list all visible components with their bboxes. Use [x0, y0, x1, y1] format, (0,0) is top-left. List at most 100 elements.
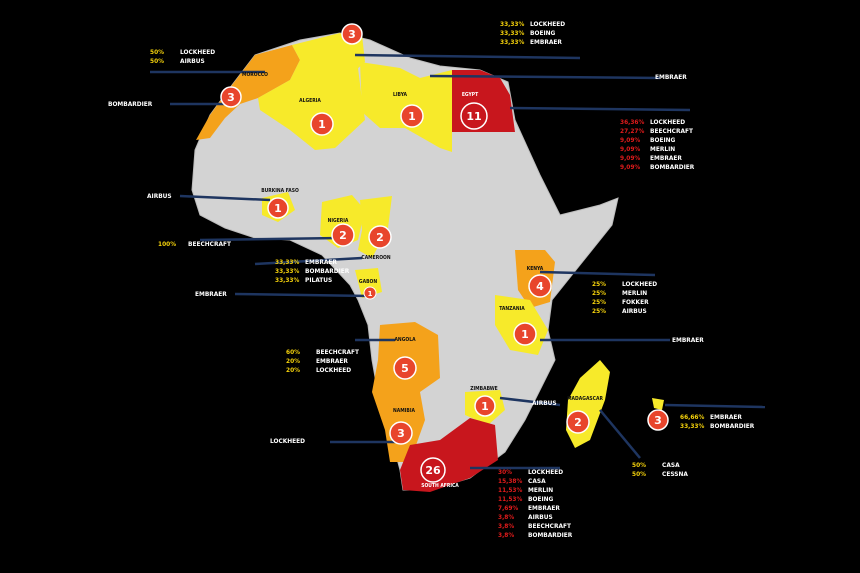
callout-pct: 50% — [150, 48, 164, 56]
callout-manufacturer: LOCKHEED — [650, 118, 686, 126]
callout-row: 9,09% MERLIN — [620, 145, 694, 154]
callout-pct: 33,33% — [275, 267, 300, 275]
callout-manufacturer: EMBRAER — [650, 154, 682, 162]
callout-madagascar: 50% CASA 50% CESSNA — [632, 461, 688, 479]
callout-manufacturer: PILATUS — [305, 276, 333, 284]
callout-pct: 11,53% — [498, 486, 523, 494]
country-name-madagascar: MADAGASCAR — [567, 396, 603, 402]
callout-pct: 25% — [592, 307, 606, 315]
country-name-namibia: NAMIBIA — [393, 408, 415, 414]
callout-manufacturer: EMBRAER — [316, 357, 348, 365]
country-name-egypt: EGYPT — [461, 92, 479, 98]
callout-row: 33,33% LOCKHEED — [500, 20, 565, 29]
country-name-gabon: GABON — [358, 279, 378, 285]
callout-row: 33,33% PILATUS — [275, 276, 349, 285]
callout-row: 36,36% LOCKHEED — [620, 118, 694, 127]
callout-row: 11,53% BOEING — [498, 495, 572, 504]
callout-pct: 3,8% — [498, 513, 515, 521]
callout-pct: 9,09% — [620, 145, 641, 153]
callout-manufacturer: MERLIN — [528, 486, 554, 494]
callout-pct: 20% — [286, 357, 300, 365]
callout-row: 25% LOCKHEED — [592, 280, 657, 289]
country-name-south-africa: SOUTH AFRICA — [421, 483, 459, 489]
leader-lines — [150, 53, 766, 470]
single-nigeria-pct: 100% — [158, 240, 177, 248]
callout-manufacturer: AIRBUS — [622, 307, 647, 315]
callout-row: 25% FOKKER — [592, 298, 657, 307]
callout-manufacturer: EMBRAER — [528, 504, 560, 512]
callout-manufacturer: AIRBUS — [528, 513, 553, 521]
callout-row: 15,38% CASA — [498, 477, 572, 486]
country-name-nigeria: NIGERIA — [327, 218, 349, 224]
callout-row: 3,8% BEECHCRAFT — [498, 522, 572, 531]
callout-row: 20% EMBRAER — [286, 357, 359, 366]
callout-pct: 50% — [632, 470, 646, 478]
callout-manufacturer: EMBRAER — [530, 38, 562, 46]
callout-manufacturer: BEECHCRAFT — [528, 522, 571, 530]
callout-manufacturer: BOMBARDIER — [305, 267, 350, 275]
callout-manufacturer: BOMBARDIER — [650, 163, 695, 171]
country-name-cameroon: CAMEROON — [361, 255, 391, 261]
callout-kenya: 25% LOCKHEED 25% MERLIN 25% FOKKER 25% AIRB… — [592, 280, 657, 316]
callout-manufacturer: EMBRAER — [305, 258, 337, 266]
madagascar-shape — [566, 360, 610, 448]
callout-morocco: 50% LOCKHEED 50% AIRBUS — [150, 48, 215, 66]
single-gabon: EMBRAER — [195, 290, 227, 298]
callout-pct: 9,09% — [620, 154, 641, 162]
callout-manufacturer: BOEING — [650, 136, 676, 144]
single-namibia: LOCKHEED — [270, 437, 306, 445]
callout-row: 50% LOCKHEED — [150, 48, 215, 57]
callout-manufacturer: CESSNA — [662, 470, 688, 478]
callout-row: 33,33% EMBRAER — [275, 258, 349, 267]
callout-mauritius: 66,66% EMBRAER 33,33% BOMBARDIER — [680, 413, 754, 431]
callout-row: 33,33% BOEING — [500, 29, 565, 38]
algeria-shape — [258, 33, 365, 150]
country-name-libya: LIBYA — [393, 92, 407, 98]
callout-manufacturer: LOCKHEED — [622, 280, 658, 288]
mauritius-shape — [652, 398, 664, 410]
callout-angola: 60% BEECHCRAFT 20% EMBRAER 20% LOCKHEED — [286, 348, 359, 375]
callout-pct: 25% — [592, 298, 606, 306]
callout-manufacturer: BEECHCRAFT — [316, 348, 359, 356]
callout-pct: 33,33% — [680, 422, 705, 430]
callout-row: 9,09% EMBRAER — [620, 154, 694, 163]
callout-pct: 20% — [286, 366, 300, 374]
callout-pct: 33,33% — [500, 38, 525, 46]
callout-pct: 50% — [632, 461, 646, 469]
callout-pct: 15,38% — [498, 477, 523, 485]
angola-shape — [372, 322, 440, 392]
callout-row: 11,53% MERLIN — [498, 486, 572, 495]
callout-row: 50% CESSNA — [632, 470, 688, 479]
callout-row: 25% AIRBUS — [592, 307, 657, 316]
callout-row: 50% CASA — [632, 461, 688, 470]
single-egypt-top: EMBRAER — [655, 73, 687, 81]
callout-manufacturer: AIRBUS — [180, 57, 205, 65]
morocco-shape — [196, 45, 300, 140]
country-name-morocco: MOROCCO — [241, 72, 269, 78]
callout-manufacturer: LOCKHEED — [316, 366, 352, 374]
country-name-algeria: ALGERIA — [299, 98, 321, 104]
callout-pct: 33,33% — [275, 258, 300, 266]
callout-pct: 30% — [498, 468, 512, 476]
callout-row: 66,66% EMBRAER — [680, 413, 754, 422]
country-name-burkina: BURKINA FASO — [261, 188, 299, 194]
callout-row: 9,09% BOMBARDIER — [620, 163, 694, 172]
callout-row: 9,09% BOEING — [620, 136, 694, 145]
callout-row: 33,33% BOMBARDIER — [275, 267, 349, 276]
callout-pct: 33,33% — [275, 276, 300, 284]
callout-manufacturer: BEECHCRAFT — [650, 127, 693, 135]
callout-manufacturer: MERLIN — [650, 145, 676, 153]
callout-pct: 33,33% — [500, 20, 525, 28]
callout-manufacturer: LOCKHEED — [528, 468, 564, 476]
callout-row: 33,33% EMBRAER — [500, 38, 565, 47]
callout-row: 33,33% BOMBARDIER — [680, 422, 754, 431]
callout-manufacturer: EMBRAER — [710, 413, 742, 421]
callout-manufacturer: FOKKER — [622, 298, 649, 306]
single-zimbabwe: AIRBUS — [532, 399, 557, 407]
callout-pct: 3,8% — [498, 531, 515, 539]
egypt-shape — [452, 70, 515, 132]
callout-south-africa: 30% LOCKHEED 15,38% CASA 11,53% MERLIN 11,5… — [498, 468, 572, 540]
country-name-zimbabwe: ZIMBABWE — [470, 386, 498, 392]
callout-row: 25% MERLIN — [592, 289, 657, 298]
single-tanzania: EMBRAER — [672, 336, 704, 344]
